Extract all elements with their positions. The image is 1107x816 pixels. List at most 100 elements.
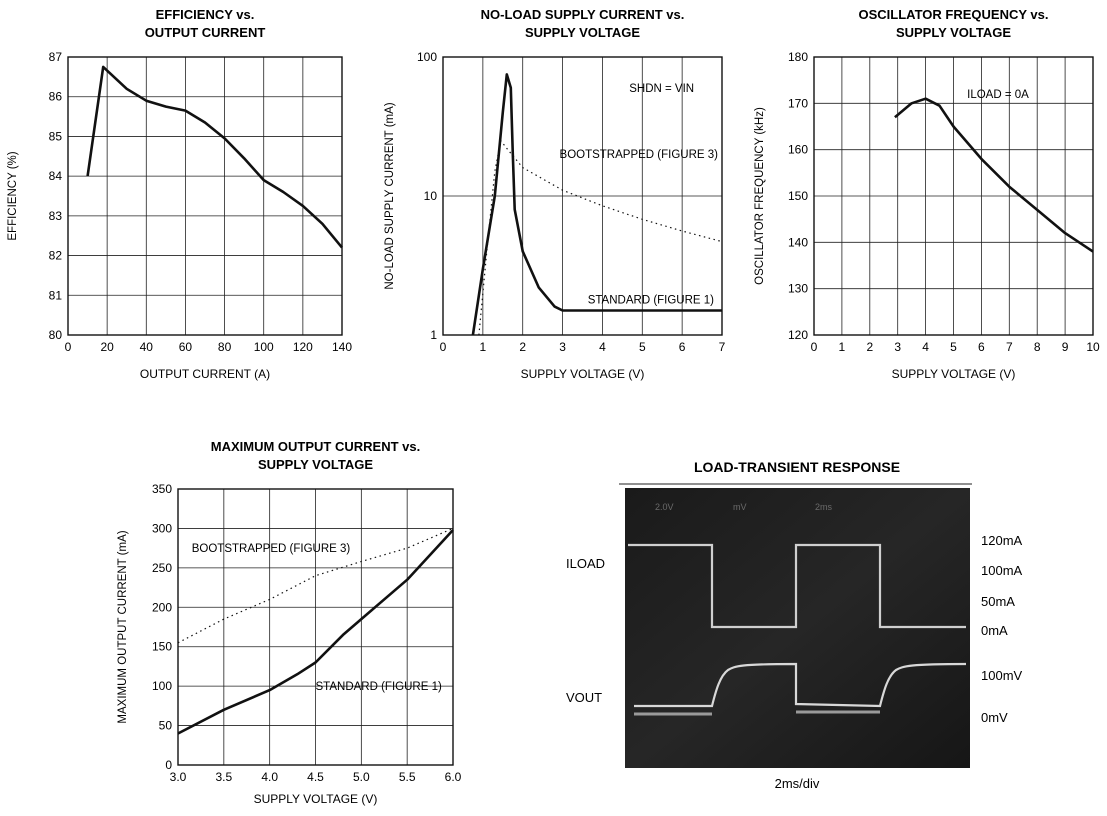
x-tick-label: 5.5 bbox=[399, 770, 416, 784]
x-axis-label: SUPPLY VOLTAGE (V) bbox=[254, 792, 378, 806]
y-tick-label: 140 bbox=[788, 235, 808, 249]
chart-title-line: NO-LOAD SUPPLY CURRENT vs. bbox=[481, 7, 685, 22]
y-tick-label: 120 bbox=[788, 328, 808, 342]
scope-right-label-120ma: 120mA bbox=[981, 533, 1023, 548]
y-tick-label: 350 bbox=[152, 482, 172, 496]
scope-right-label-100ma: 100mA bbox=[981, 563, 1023, 578]
y-axis-label: MAXIMUM OUTPUT CURRENT (mA) bbox=[117, 530, 129, 723]
scope-right-label-0mv: 0mV bbox=[981, 710, 1008, 725]
plot-frame bbox=[67, 56, 343, 336]
y-tick-label: 130 bbox=[788, 282, 808, 296]
x-tick-label: 7 bbox=[1006, 340, 1013, 354]
x-tick-label: 4 bbox=[599, 340, 606, 354]
chart-annotation: BOOTSTRAPPED (FIGURE 3) bbox=[560, 149, 719, 161]
y-tick-label: 1 bbox=[430, 328, 437, 342]
scope-marking-3: 2ms bbox=[815, 502, 833, 512]
x-tick-label: 10 bbox=[1086, 340, 1100, 354]
y-axis-label: OSCILLATOR FREQUENCY (kHz) bbox=[754, 107, 766, 285]
chart-annotation: BOOTSTRAPPED (FIGURE 3) bbox=[192, 543, 351, 555]
chart-annotation: ILOAD = 0A bbox=[967, 89, 1029, 101]
x-tick-label: 0 bbox=[65, 340, 72, 354]
y-tick-label: 300 bbox=[152, 521, 172, 535]
x-tick-label: 60 bbox=[179, 340, 193, 354]
x-tick-label: 4.5 bbox=[307, 770, 324, 784]
x-tick-label: 6 bbox=[978, 340, 985, 354]
maximum-output-current-chart: MAXIMUM OUTPUT CURRENT vs. SUPPLY VOLTAGE… bbox=[117, 439, 462, 806]
chart-annotation: STANDARD (FIGURE 1) bbox=[316, 681, 442, 693]
x-tick-label: 0 bbox=[440, 340, 447, 354]
scope-right-label-0ma: 0mA bbox=[981, 623, 1008, 638]
vout-label: VOUT bbox=[566, 690, 602, 705]
y-tick-label: 150 bbox=[152, 640, 172, 654]
x-tick-label: 7 bbox=[719, 340, 726, 354]
chart-annotation: STANDARD (FIGURE 1) bbox=[588, 295, 714, 307]
chart-title-line: SUPPLY VOLTAGE bbox=[896, 25, 1011, 40]
y-tick-label: 0 bbox=[165, 758, 172, 772]
vout-trace-ghost bbox=[634, 710, 880, 716]
scope-right-label-100mv: 100mV bbox=[981, 668, 1023, 683]
chart-annotation: SHDN = VIN bbox=[629, 83, 694, 95]
x-tick-label: 6 bbox=[679, 340, 686, 354]
iload-trace bbox=[628, 543, 966, 629]
scope-marking-2: mV bbox=[733, 502, 747, 512]
scope-right-label-50ma: 50mA bbox=[981, 594, 1015, 609]
chart-title-line: EFFICIENCY vs. bbox=[156, 7, 255, 22]
solid-series-line bbox=[86, 65, 344, 249]
y-tick-label: 82 bbox=[49, 249, 63, 263]
x-tick-label: 80 bbox=[218, 340, 232, 354]
x-tick-label: 8 bbox=[1034, 340, 1041, 354]
chart-title-line: OSCILLATOR FREQUENCY vs. bbox=[859, 7, 1049, 22]
y-tick-label: 180 bbox=[788, 50, 808, 64]
x-tick-label: 4.0 bbox=[261, 770, 278, 784]
y-tick-label: 80 bbox=[49, 328, 63, 342]
x-tick-label: 140 bbox=[332, 340, 352, 354]
y-tick-label: 10 bbox=[424, 189, 438, 203]
y-tick-label: 100 bbox=[417, 50, 437, 64]
x-tick-label: 2 bbox=[519, 340, 526, 354]
efficiency-chart: EFFICIENCY vs. OUTPUT CURRENT 0 20 40 60 80 100… bbox=[7, 7, 352, 381]
y-tick-label: 50 bbox=[159, 719, 173, 733]
y-tick-label: 160 bbox=[788, 143, 808, 157]
y-tick-label: 200 bbox=[152, 600, 172, 614]
y-tick-label: 250 bbox=[152, 561, 172, 575]
dotted-series-line bbox=[478, 140, 723, 336]
x-tick-label: 1 bbox=[480, 340, 487, 354]
x-tick-label: 5 bbox=[639, 340, 646, 354]
y-tick-label: 86 bbox=[49, 90, 63, 104]
x-tick-label: 100 bbox=[254, 340, 274, 354]
x-axis-label: SUPPLY VOLTAGE (V) bbox=[521, 367, 645, 381]
y-tick-label: 150 bbox=[788, 189, 808, 203]
x-tick-label: 4 bbox=[922, 340, 929, 354]
x-tick-label: 0 bbox=[811, 340, 818, 354]
x-tick-label: 20 bbox=[100, 340, 114, 354]
y-axis-label: EFFICIENCY (%) bbox=[7, 151, 19, 240]
scope-marking-1: 2.0V bbox=[655, 502, 674, 512]
plot-frame bbox=[442, 56, 723, 336]
x-axis-label: SUPPLY VOLTAGE (V) bbox=[892, 367, 1016, 381]
y-tick-label: 87 bbox=[49, 50, 63, 64]
y-tick-label: 84 bbox=[49, 169, 63, 183]
solid-series-line bbox=[471, 73, 722, 336]
scope-title: LOAD-TRANSIENT RESPONSE bbox=[694, 459, 900, 475]
y-tick-label: 83 bbox=[49, 209, 63, 223]
x-tick-label: 6.0 bbox=[445, 770, 462, 784]
plot-frame bbox=[813, 56, 1094, 336]
chart-title-line: MAXIMUM OUTPUT CURRENT vs. bbox=[211, 439, 420, 454]
y-tick-label: 85 bbox=[49, 129, 63, 143]
load-transient-panel: LOAD-TRANSIENT RESPONSE 2.0V mV 2ms ILOA… bbox=[566, 459, 1023, 791]
chart-title-line: OUTPUT CURRENT bbox=[145, 25, 266, 40]
x-axis-label: OUTPUT CURRENT (A) bbox=[140, 367, 270, 381]
x-tick-label: 3.0 bbox=[170, 770, 187, 784]
y-axis-label: NO-LOAD SUPPLY CURRENT (mA) bbox=[384, 102, 396, 289]
x-tick-label: 5.0 bbox=[353, 770, 370, 784]
x-tick-label: 40 bbox=[140, 340, 154, 354]
vout-trace bbox=[634, 662, 967, 708]
x-tick-label: 5 bbox=[950, 340, 957, 354]
solid-series-line bbox=[177, 529, 454, 735]
x-tick-label: 1 bbox=[839, 340, 846, 354]
x-tick-label: 9 bbox=[1062, 340, 1069, 354]
y-tick-label: 170 bbox=[788, 96, 808, 110]
x-tick-label: 2 bbox=[866, 340, 873, 354]
solid-series-line bbox=[894, 97, 1094, 253]
